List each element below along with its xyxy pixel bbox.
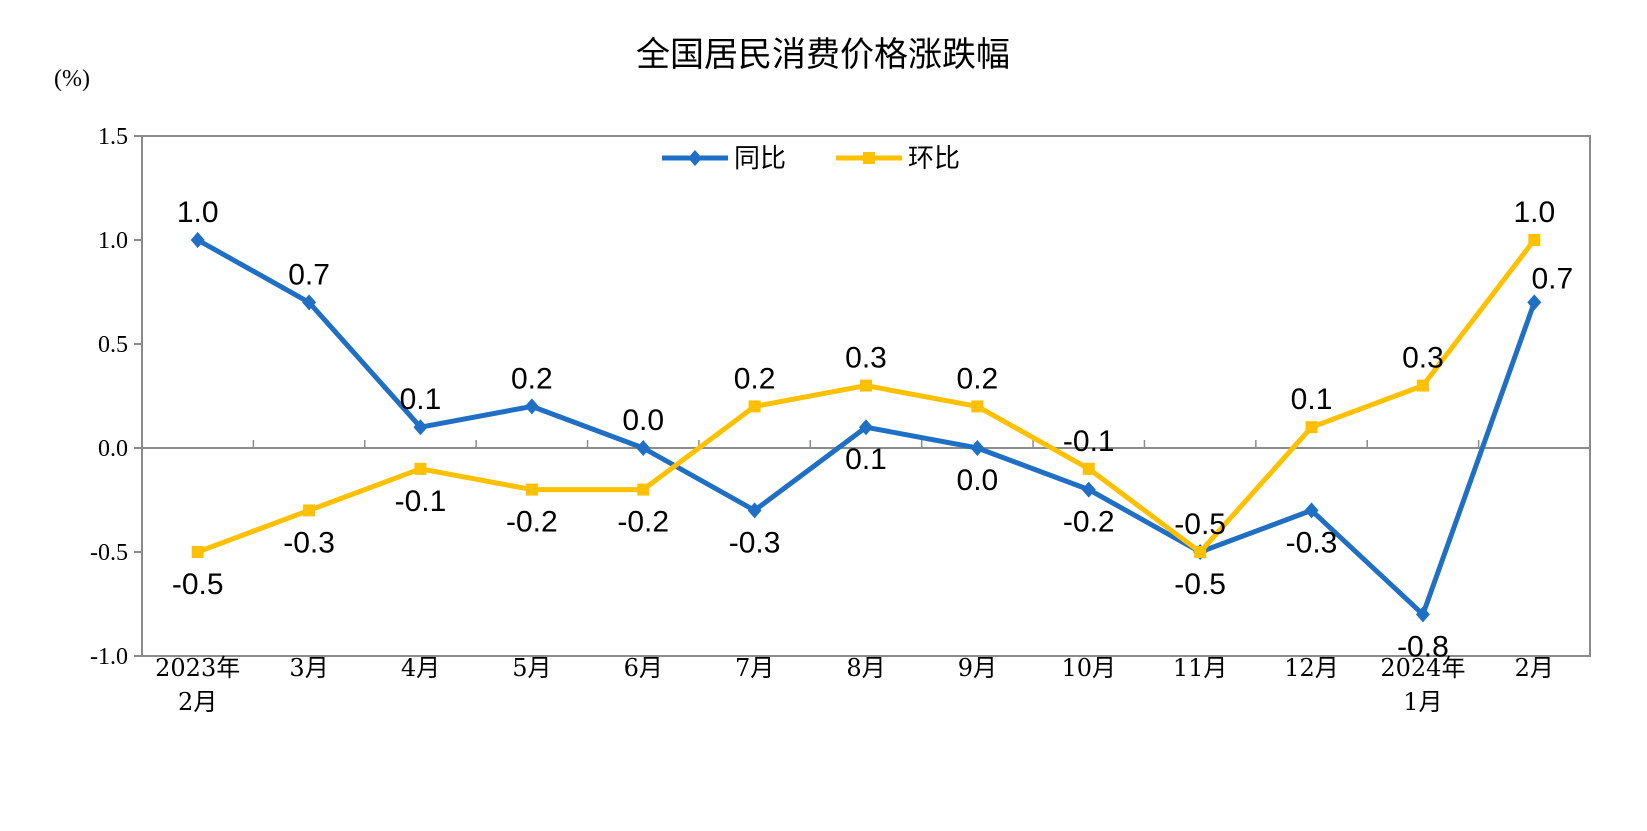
x-tick-label: 6月 — [624, 654, 663, 682]
series-1-point — [524, 398, 539, 415]
y-tick-label: 1.0 — [98, 228, 128, 254]
data-label-yoy: -0.8 — [1397, 630, 1449, 663]
x-tick-label: 4月 — [401, 654, 440, 682]
data-label-mom: -0.2 — [617, 506, 669, 539]
series-2-point — [1305, 421, 1318, 434]
data-label-yoy: 0.2 — [511, 362, 553, 395]
series-1-point — [970, 440, 985, 456]
data-label-mom: -0.5 — [172, 568, 224, 601]
data-label-yoy: 0.0 — [957, 464, 999, 497]
series-2-point — [1528, 234, 1541, 246]
series-1-point — [1527, 294, 1542, 311]
data-label-yoy: -0.3 — [1286, 526, 1338, 559]
plot-area-frame — [141, 135, 1591, 657]
data-labels: 1.0 -0.5 0.7 -0.3 0.1 -0.1 0.2 -0.2 0.0 -0.2 -0.3 0… — [172, 196, 1573, 663]
series-2-point — [1194, 546, 1207, 558]
legend-marker — [863, 152, 875, 164]
series-1-point — [1415, 606, 1430, 623]
series-1-point — [747, 502, 762, 519]
y-tick-label: -1.0 — [90, 644, 128, 670]
data-label-yoy: 0.1 — [845, 443, 887, 476]
x-tick-label: 7月 — [735, 654, 774, 682]
data-label-mom: -0.2 — [506, 506, 558, 539]
data-label-yoy: 0.7 — [288, 258, 330, 291]
y-axis-ticks: 1.5 1.0 0.5 0.0 -0.5 -1.0 — [90, 124, 142, 670]
series-layer — [190, 232, 1542, 623]
data-label-yoy: 1.0 — [177, 196, 219, 229]
series-2-point — [637, 483, 650, 496]
chart-title: 全国居民消费价格涨跌幅 — [636, 35, 1010, 75]
data-label-mom: 0.2 — [734, 362, 776, 395]
series-2-point — [525, 483, 538, 496]
data-label-mom: -0.1 — [395, 485, 447, 518]
x-tick-label: 11月 — [1173, 654, 1228, 682]
x-tick-label: 3月 — [289, 654, 328, 682]
series-2-point — [303, 504, 316, 517]
x-axis-ticks: 2023年 2月 3月 4月 5月 6月 7月 8月 9月 10月 11月 12月 2024年 1月 2月 — [155, 440, 1554, 716]
y-tick-label: 0.5 — [98, 332, 128, 358]
data-label-mom: -0.5 — [1174, 568, 1226, 601]
data-label-mom: 1.0 — [1513, 196, 1555, 229]
data-label-yoy: -0.2 — [1063, 506, 1115, 539]
x-tick-label: 2023年 2月 — [155, 654, 240, 716]
series-1-point — [636, 440, 651, 456]
y-axis-unit: (%) — [54, 66, 90, 92]
x-tick-label: 5月 — [512, 654, 551, 682]
series-1-point — [1304, 502, 1319, 519]
legend-label: 环比 — [908, 144, 960, 174]
series-2-point — [1416, 379, 1429, 392]
series-2-point — [414, 462, 427, 475]
series-1-point — [190, 232, 205, 248]
data-label-mom: 0.3 — [1402, 342, 1444, 375]
series-2-point — [971, 400, 984, 413]
series-2-point — [860, 379, 872, 392]
data-label-mom: 0.3 — [845, 342, 887, 375]
series-2-point — [748, 400, 761, 413]
series-2-point — [1082, 462, 1095, 475]
data-label-yoy: -0.3 — [729, 526, 781, 559]
data-label-mom: -0.3 — [283, 526, 335, 559]
series-2-point — [191, 546, 204, 558]
x-tick-label: 2月 — [1515, 654, 1554, 682]
y-tick-label: 0.0 — [98, 436, 128, 462]
data-label-mom: 0.1 — [1291, 383, 1333, 416]
legend: 同比 环比 — [662, 144, 960, 174]
legend-label: 同比 — [734, 144, 786, 174]
series-1-point — [413, 419, 428, 436]
y-tick-label: -0.5 — [90, 540, 128, 566]
data-label-yoy: -0.5 — [1174, 508, 1226, 541]
x-tick-label: 9月 — [958, 654, 997, 682]
series-1-point — [302, 294, 317, 311]
x-tick-label: 2024年 1月 — [1380, 654, 1465, 716]
legend-marker — [688, 150, 702, 166]
x-tick-label: 12月 — [1284, 654, 1339, 682]
data-label-yoy: 0.0 — [622, 404, 664, 437]
x-tick-label: 8月 — [846, 654, 885, 682]
data-label-mom: -0.1 — [1063, 425, 1115, 458]
data-label-yoy: 0.1 — [400, 383, 442, 416]
data-label-yoy: 0.7 — [1531, 262, 1573, 295]
series-1-point — [1081, 481, 1096, 498]
x-tick-label: 10月 — [1061, 654, 1116, 682]
series-1-point — [859, 419, 873, 436]
data-label-mom: 0.2 — [957, 362, 999, 395]
y-tick-label: 1.5 — [98, 124, 128, 150]
